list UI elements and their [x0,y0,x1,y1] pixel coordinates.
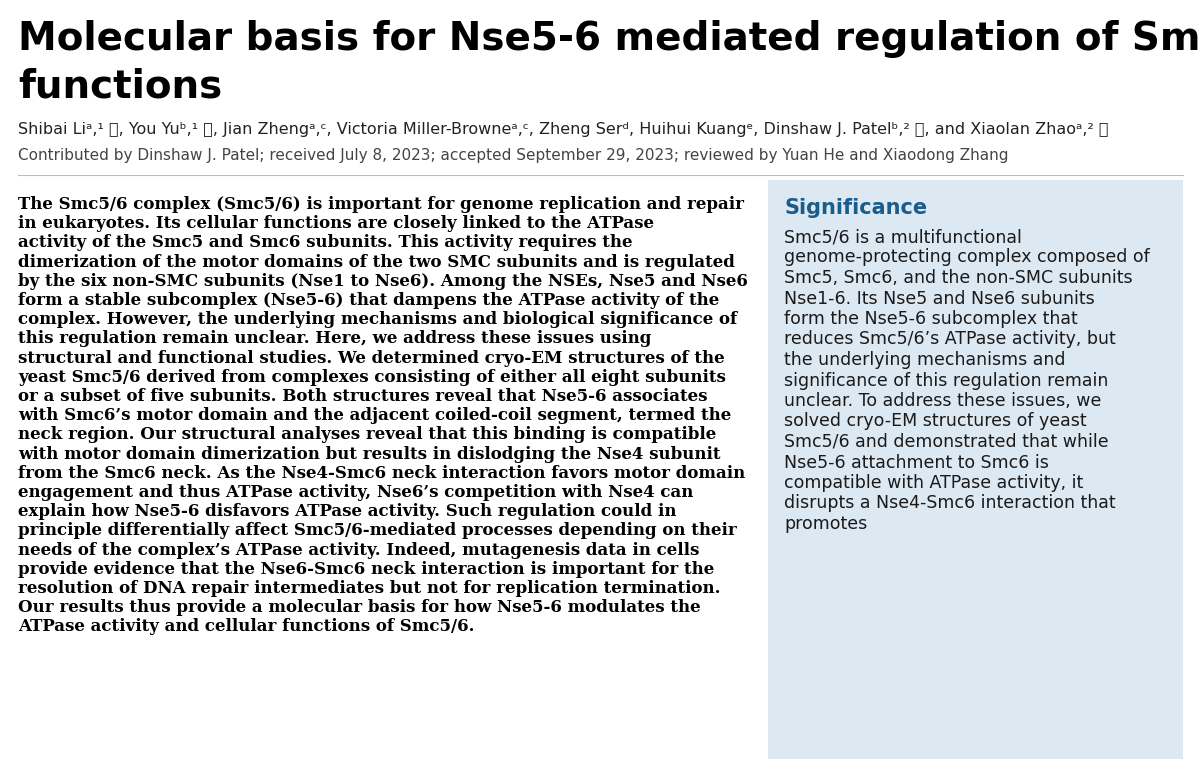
Text: functions: functions [18,68,222,106]
Text: form the Nse5-6 subcomplex that: form the Nse5-6 subcomplex that [784,310,1078,328]
Text: promotes: promotes [784,515,868,533]
Text: the underlying mechanisms and: the underlying mechanisms and [784,351,1066,369]
Text: ATPase activity and cellular functions of Smc5/6.: ATPase activity and cellular functions o… [18,619,474,635]
Text: Smc5/6 and demonstrated that while: Smc5/6 and demonstrated that while [784,433,1109,451]
Text: Nse1-6. Its Nse5 and Nse6 subunits: Nse1-6. Its Nse5 and Nse6 subunits [784,289,1094,307]
Text: this regulation remain unclear. Here, we address these issues using: this regulation remain unclear. Here, we… [18,330,652,348]
Text: compatible with ATPase activity, it: compatible with ATPase activity, it [784,474,1084,492]
Text: structural and functional studies. We determined cryo-EM structures of the: structural and functional studies. We de… [18,349,725,367]
Text: with motor domain dimerization but results in dislodging the Nse4 subunit: with motor domain dimerization but resul… [18,446,720,463]
Text: dimerization of the motor domains of the two SMC subunits and is regulated: dimerization of the motor domains of the… [18,253,734,271]
Text: in eukaryotes. Its cellular functions are closely linked to the ATPase: in eukaryotes. Its cellular functions ar… [18,215,654,232]
Text: engagement and thus ATPase activity, Nse6’s competition with Nse4 can: engagement and thus ATPase activity, Nse… [18,484,694,501]
Text: with Smc6’s motor domain and the adjacent coiled-coil segment, termed the: with Smc6’s motor domain and the adjacen… [18,407,731,424]
Text: explain how Nse5-6 disfavors ATPase activity. Such regulation could in: explain how Nse5-6 disfavors ATPase acti… [18,503,677,521]
Text: neck region. Our structural analyses reveal that this binding is compatible: neck region. Our structural analyses rev… [18,426,716,444]
Text: Shibai Liᵃ,¹ ⓘ, You Yuᵇ,¹ ⓘ, Jian Zhengᵃ,ᶜ, Victoria Miller-Browneᵃ,ᶜ, Zheng Ser: Shibai Liᵃ,¹ ⓘ, You Yuᵇ,¹ ⓘ, Jian Zhengᵃ… [18,122,1109,137]
Text: solved cryo-EM structures of yeast: solved cryo-EM structures of yeast [784,412,1087,431]
Text: Contributed by Dinshaw J. Patel; received July 8, 2023; accepted September 29, 2: Contributed by Dinshaw J. Patel; receive… [18,148,1008,163]
Text: Smc5/6 is a multifunctional: Smc5/6 is a multifunctional [784,228,1022,246]
Text: reduces Smc5/6’s ATPase activity, but: reduces Smc5/6’s ATPase activity, but [784,330,1116,349]
FancyBboxPatch shape [768,180,1183,759]
Text: Molecular basis for Nse5-6 mediated regulation of Smc5/6: Molecular basis for Nse5-6 mediated regu… [18,20,1200,58]
Text: significance of this regulation remain: significance of this regulation remain [784,371,1109,390]
Text: needs of the complex’s ATPase activity. Indeed, mutagenesis data in cells: needs of the complex’s ATPase activity. … [18,542,700,559]
Text: principle differentially affect Smc5/6-mediated processes depending on their: principle differentially affect Smc5/6-m… [18,522,737,540]
Text: or a subset of five subunits. Both structures reveal that Nse5-6 associates: or a subset of five subunits. Both struc… [18,388,708,405]
Text: resolution of DNA repair intermediates but not for replication termination.: resolution of DNA repair intermediates b… [18,580,720,597]
Text: yeast Smc5/6 derived from complexes consisting of either all eight subunits: yeast Smc5/6 derived from complexes cons… [18,369,726,386]
Text: from the Smc6 neck. As the Nse4-Smc6 neck interaction favors motor domain: from the Smc6 neck. As the Nse4-Smc6 nec… [18,465,745,482]
Text: Significance: Significance [784,198,928,218]
Text: Nse5-6 attachment to Smc6 is: Nse5-6 attachment to Smc6 is [784,454,1049,472]
Text: Our results thus provide a molecular basis for how Nse5-6 modulates the: Our results thus provide a molecular bas… [18,599,701,616]
Text: activity of the Smc5 and Smc6 subunits. This activity requires the: activity of the Smc5 and Smc6 subunits. … [18,234,632,251]
Text: complex. However, the underlying mechanisms and biological significance of: complex. However, the underlying mechani… [18,311,737,328]
Text: form a stable subcomplex (Nse5-6) that dampens the ATPase activity of the: form a stable subcomplex (Nse5-6) that d… [18,292,719,309]
Text: by the six non-SMC subunits (Nse1 to Nse6). Among the NSEs, Nse5 and Nse6: by the six non-SMC subunits (Nse1 to Nse… [18,272,748,290]
Text: disrupts a Nse4-Smc6 interaction that: disrupts a Nse4-Smc6 interaction that [784,495,1116,512]
Text: unclear. To address these issues, we: unclear. To address these issues, we [784,392,1102,410]
Text: Smc5, Smc6, and the non-SMC subunits: Smc5, Smc6, and the non-SMC subunits [784,269,1133,287]
Text: genome-protecting complex composed of: genome-protecting complex composed of [784,249,1150,266]
Text: provide evidence that the Nse6-Smc6 neck interaction is important for the: provide evidence that the Nse6-Smc6 neck… [18,561,714,578]
Text: The Smc5/6 complex (Smc5/6) is important for genome replication and repair: The Smc5/6 complex (Smc5/6) is important… [18,196,744,213]
